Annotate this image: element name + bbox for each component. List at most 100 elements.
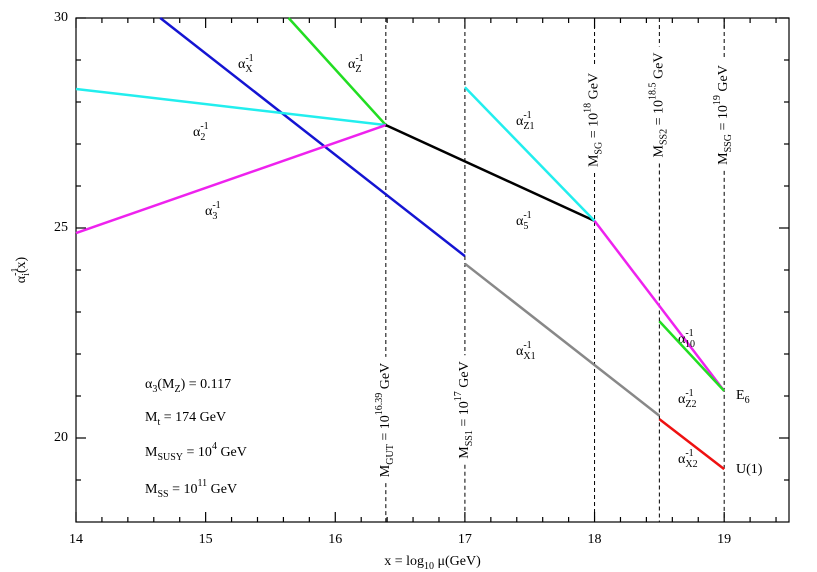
series-label-part: α bbox=[193, 125, 201, 140]
series-label-part: X bbox=[245, 64, 253, 75]
vline-label-part: 18 bbox=[583, 103, 594, 113]
vline-label-part: GeV bbox=[457, 361, 472, 391]
vline-label-part: = 10 bbox=[378, 415, 393, 444]
series-label-part: -1 bbox=[523, 110, 531, 121]
series-line bbox=[159, 17, 466, 258]
annotation-part: 6 bbox=[745, 395, 750, 406]
y-tick-label: 25 bbox=[54, 220, 68, 235]
series-line bbox=[75, 87, 386, 127]
series-label-part: α bbox=[205, 204, 213, 219]
vline-label: MSS2 = 1018.5 GeV bbox=[648, 53, 670, 158]
series-label-part: -1 bbox=[523, 340, 531, 351]
annotation-part: = 10 bbox=[169, 482, 198, 497]
y-axis-label-part: -1 bbox=[10, 268, 21, 276]
annotation-part: = 10 bbox=[183, 445, 212, 460]
annotation-part: Z bbox=[174, 384, 180, 395]
series-label-part: α bbox=[238, 57, 246, 72]
series-label-part: 2 bbox=[200, 132, 205, 143]
vline-label-part: GUT bbox=[385, 444, 396, 465]
series-label: α-1 X bbox=[238, 53, 254, 75]
series-line bbox=[385, 123, 596, 222]
vline-label-part: = 10 bbox=[457, 401, 472, 430]
series-label: α-1 X1 bbox=[516, 340, 536, 362]
series-label-part: α bbox=[516, 344, 524, 359]
vline-label-part: M bbox=[457, 446, 472, 459]
annotation: MSUSY = 104 GeV bbox=[145, 441, 247, 463]
vline-label-part: GeV bbox=[716, 65, 731, 95]
series-label: α-1 Z1 bbox=[516, 110, 534, 132]
series-label: α-1 Z bbox=[348, 53, 364, 75]
y-axis-label-part: α bbox=[14, 275, 29, 283]
annotation-part: GeV bbox=[217, 445, 247, 460]
series-label-part: α bbox=[516, 114, 524, 129]
series-label-part: 10 bbox=[685, 339, 695, 350]
vline-label-part: 19 bbox=[712, 95, 723, 105]
annotation-part: U(1) bbox=[736, 462, 763, 477]
series-label-part: -1 bbox=[245, 53, 253, 64]
x-axis-label: x = log10 μ(GeV) bbox=[384, 554, 481, 572]
vline-label-part: 18.5 bbox=[648, 82, 659, 100]
vline-label-part: M bbox=[652, 144, 667, 157]
series-label-part: -1 bbox=[200, 121, 208, 132]
vline-label-part: M bbox=[716, 152, 731, 165]
vline-label-part: = 10 bbox=[587, 113, 602, 142]
y-tick-label: 30 bbox=[54, 10, 68, 25]
annotation-part: M bbox=[145, 482, 158, 497]
series-label: α-1 X2 bbox=[678, 448, 698, 470]
series-label-part: -1 bbox=[685, 388, 693, 399]
annotation: Mt = 174 GeV bbox=[145, 410, 226, 428]
annotation: U(1) bbox=[736, 462, 763, 477]
annotation-part: M bbox=[145, 410, 158, 425]
vline-label-part: SS2 bbox=[659, 129, 670, 145]
series-label-part: α bbox=[516, 214, 524, 229]
annotation-part: SUSY bbox=[157, 452, 183, 463]
series-label-part: -1 bbox=[523, 210, 531, 221]
x-tick-label: 16 bbox=[328, 532, 342, 547]
vline-label-part: GeV bbox=[652, 53, 667, 83]
vline-label-part: SSG bbox=[723, 134, 734, 152]
annotation-part: ) = 0.117 bbox=[181, 377, 232, 392]
annotation: E6 bbox=[736, 388, 750, 406]
series-label: α-1 5 bbox=[516, 210, 532, 232]
vline-label-part: = 10 bbox=[652, 100, 667, 129]
vline-label-part: M bbox=[587, 154, 602, 167]
y-tick-label: 20 bbox=[54, 430, 68, 445]
annotation-part: M bbox=[145, 445, 158, 460]
series-label: α-1 10 bbox=[678, 328, 695, 350]
vline-label: MSSG = 1019 GeV bbox=[712, 65, 734, 165]
vline-label-part: 16.39 bbox=[374, 393, 385, 416]
series-line bbox=[464, 86, 596, 222]
annotation-part: 3 bbox=[152, 384, 157, 395]
annotation-part: α bbox=[145, 377, 153, 392]
annotation: α3(MZ) = 0.117 bbox=[145, 377, 231, 395]
annotation-part: GeV bbox=[207, 482, 237, 497]
series-label-part: 5 bbox=[523, 221, 528, 232]
x-tick-label: 19 bbox=[717, 532, 731, 547]
series-label-part: -1 bbox=[355, 53, 363, 64]
annotation: MSS = 1011 GeV bbox=[145, 478, 237, 500]
x-axis-label-part: x = log bbox=[384, 554, 424, 569]
x-axis-label-part: μ(GeV) bbox=[434, 554, 481, 569]
vline-label-part: SS1 bbox=[464, 430, 475, 446]
series-label: α-1 2 bbox=[193, 121, 209, 143]
series-line bbox=[658, 418, 725, 471]
annotation-part: SS bbox=[157, 489, 168, 500]
series-label-part: -1 bbox=[685, 448, 693, 459]
series-label: α-1 Z2 bbox=[678, 388, 696, 410]
vline-label-part: M bbox=[378, 464, 393, 477]
series-label-part: α bbox=[678, 332, 686, 347]
series-label-part: α bbox=[678, 452, 686, 467]
series-label-part: α bbox=[678, 392, 686, 407]
annotation-part: = 174 GeV bbox=[160, 410, 226, 425]
x-tick-label: 15 bbox=[199, 532, 213, 547]
series-line bbox=[658, 320, 726, 392]
annotation-part: 11 bbox=[197, 478, 207, 489]
series-line bbox=[75, 123, 387, 235]
annotation-part: (M bbox=[157, 377, 175, 392]
series-line bbox=[464, 262, 661, 417]
series-label-part: Z2 bbox=[685, 399, 696, 410]
y-axis-label: α-1i(x) bbox=[10, 256, 32, 283]
series-label: α-1 3 bbox=[205, 200, 221, 222]
series-line bbox=[287, 17, 387, 126]
